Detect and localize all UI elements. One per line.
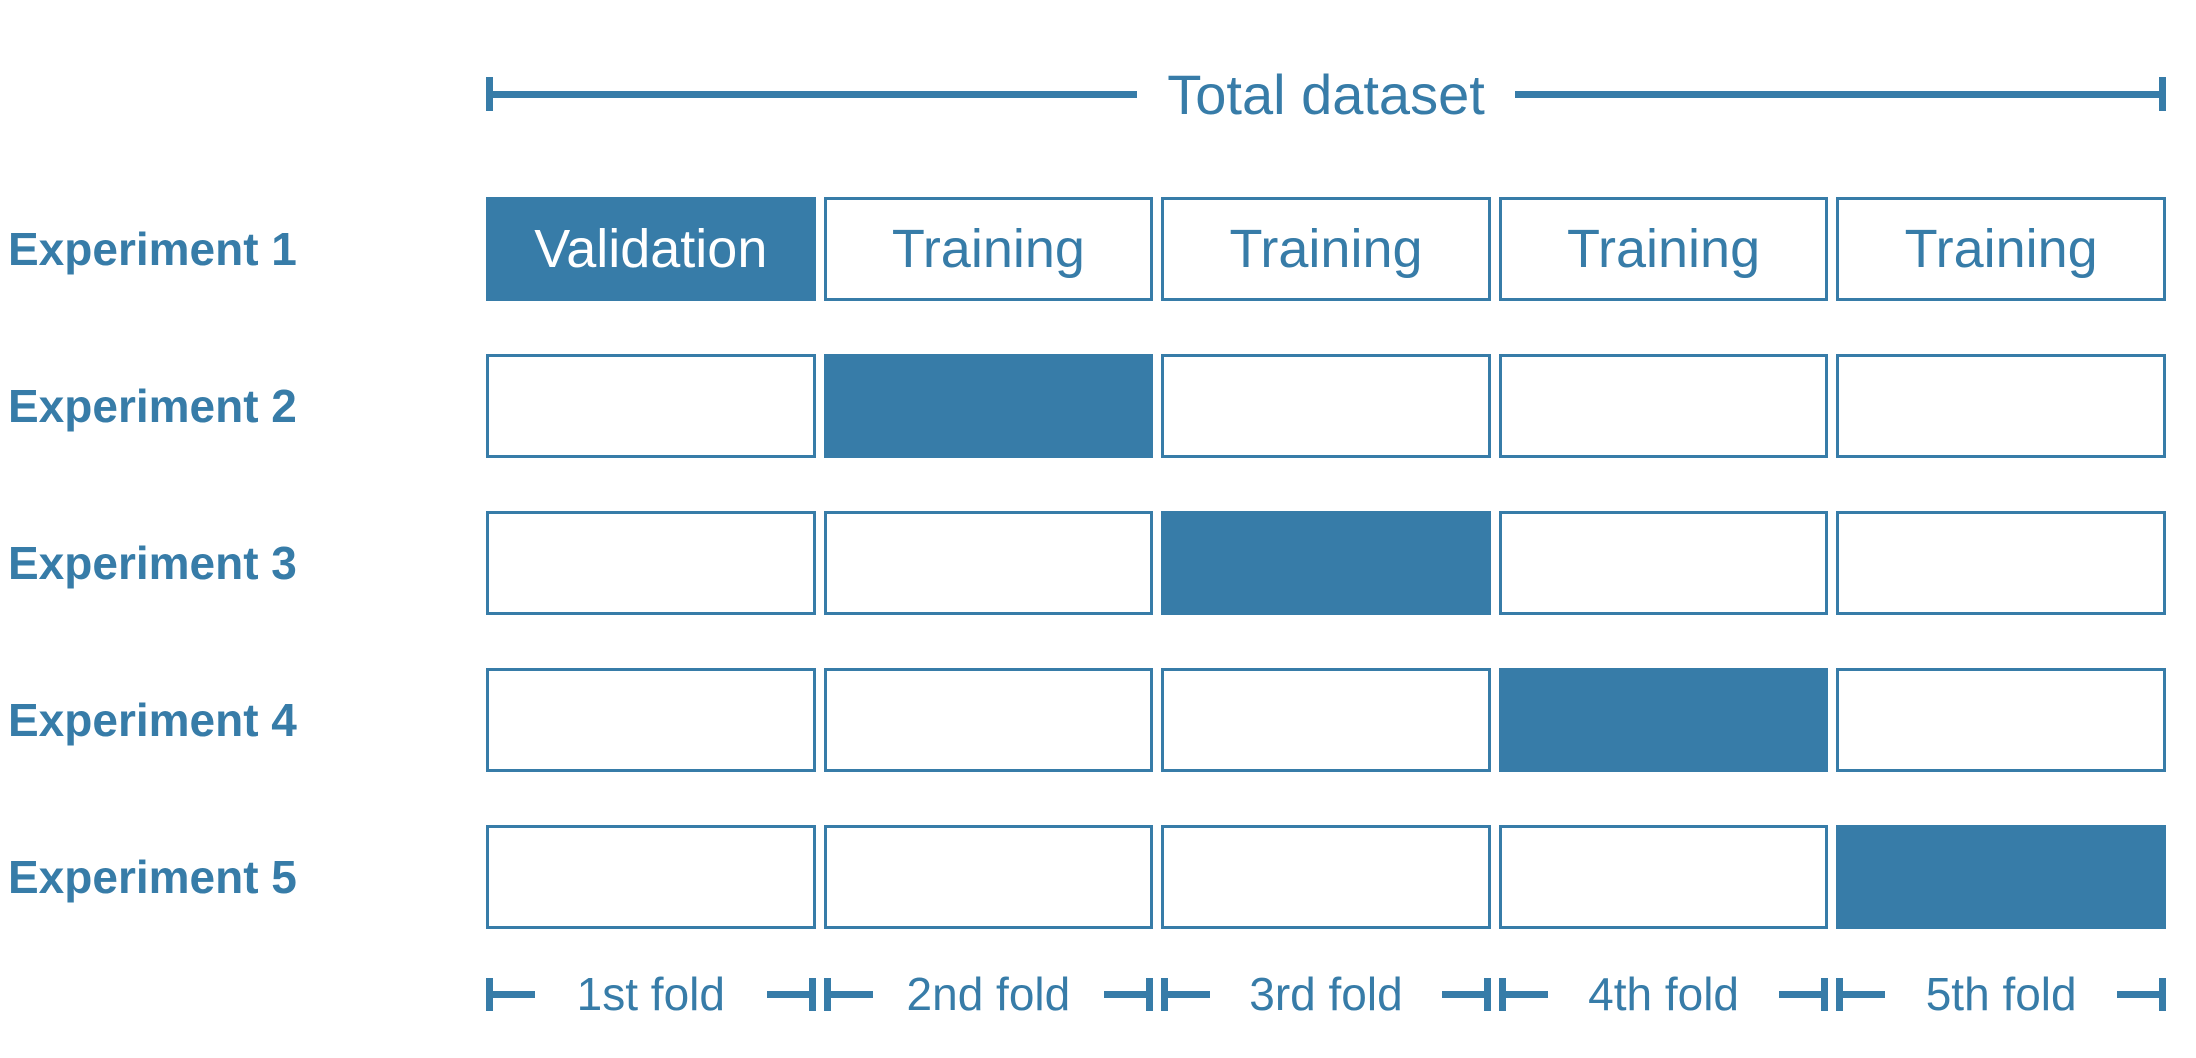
validation-cell	[823, 354, 1154, 458]
fold-label: 1st fold	[576, 968, 725, 1020]
training-cell	[486, 511, 816, 615]
experiment-label: Experiment 5	[8, 851, 297, 903]
fold-bracket-left-icon	[1836, 977, 1886, 1011]
experiment-label: Experiment 1	[8, 223, 297, 275]
fold-bracket-left-icon	[1498, 977, 1548, 1011]
validation-cell	[1498, 668, 1829, 772]
training-cell	[1498, 511, 1829, 615]
fold-cells: Validation Training Training Training Traini…	[486, 197, 2166, 301]
bracket-tick-left-icon	[486, 77, 493, 111]
fold-cells	[486, 825, 2166, 929]
fold-cells	[486, 668, 2166, 772]
training-cell	[1498, 825, 1829, 929]
training-cell: Training	[1836, 197, 2166, 301]
dash	[1505, 990, 1548, 998]
tick	[2158, 977, 2166, 1011]
training-cell: Training	[1161, 197, 1491, 301]
training-cell: Training	[823, 197, 1154, 301]
dash	[1843, 990, 1886, 998]
fold-bracket-right-icon	[2116, 977, 2166, 1011]
experiment-row-4: Experiment 4	[0, 668, 2196, 772]
fold-cells	[486, 354, 2166, 458]
training-cell	[1836, 511, 2166, 615]
dash	[1168, 990, 1211, 998]
training-cell	[486, 354, 816, 458]
training-cell	[1836, 668, 2166, 772]
tick	[823, 977, 831, 1011]
bracket-tick-right-icon	[2159, 77, 2167, 111]
training-cell	[1836, 354, 2166, 458]
training-cell	[1161, 825, 1491, 929]
training-cell	[486, 668, 816, 772]
experiment-label: Experiment 3	[8, 537, 297, 589]
tick	[1146, 977, 1154, 1011]
training-cell	[1498, 354, 1829, 458]
fold-segment-2: 2nd fold	[823, 966, 1154, 1022]
experiment-label: Experiment 4	[8, 694, 297, 746]
dash	[1441, 990, 1484, 998]
tick	[1498, 977, 1506, 1011]
dash	[1104, 990, 1147, 998]
dash	[766, 990, 809, 998]
experiment-row-2: Experiment 2	[0, 354, 2196, 458]
training-cell	[1161, 668, 1491, 772]
tick	[486, 977, 493, 1011]
dash	[830, 990, 873, 998]
experiment-row-3: Experiment 3	[0, 511, 2196, 615]
fold-label: 5th fold	[1925, 968, 2077, 1020]
tick	[1821, 977, 1829, 1011]
fold-label: 3rd fold	[1249, 968, 1403, 1020]
training-cell	[823, 511, 1154, 615]
bracket-line-left	[493, 90, 1138, 98]
dash	[1779, 990, 1822, 998]
bracket-line-right	[1514, 90, 2160, 98]
dash	[2116, 990, 2159, 998]
training-cell	[823, 825, 1154, 929]
tick	[1161, 977, 1169, 1011]
experiment-row-5: Experiment 5	[0, 825, 2196, 929]
fold-segment-5: 5th fold	[1836, 966, 2166, 1022]
fold-bracket-left-icon	[823, 977, 873, 1011]
fold-bracket-right-icon	[1104, 977, 1154, 1011]
fold-brackets-footer: 1st fold 2nd fold 3rd fold 4th fold 5th fold	[486, 966, 2166, 1022]
total-dataset-label: Total dataset	[1167, 62, 1485, 126]
fold-bracket-right-icon	[766, 977, 816, 1011]
fold-bracket-right-icon	[1779, 977, 1829, 1011]
total-dataset-bracket: Total dataset	[486, 60, 2167, 128]
dash	[493, 990, 535, 998]
tick	[1836, 977, 1844, 1011]
tick	[1483, 977, 1491, 1011]
training-cell: Training	[1498, 197, 1829, 301]
fold-bracket-right-icon	[1441, 977, 1491, 1011]
fold-segment-3: 3rd fold	[1161, 966, 1491, 1022]
fold-bracket-left-icon	[486, 977, 535, 1011]
training-cell	[486, 825, 816, 929]
validation-cell: Validation	[486, 197, 816, 301]
fold-segment-1: 1st fold	[486, 966, 816, 1022]
fold-bracket-left-icon	[1161, 977, 1211, 1011]
validation-cell	[1836, 825, 2166, 929]
training-cell	[823, 668, 1154, 772]
fold-label: 2nd fold	[906, 968, 1071, 1020]
experiment-label: Experiment 2	[8, 380, 297, 432]
tick	[808, 977, 816, 1011]
training-cell	[1161, 354, 1491, 458]
fold-segment-4: 4th fold	[1498, 966, 1829, 1022]
experiment-row-1: Experiment 1 Validation Training Training Tr…	[0, 197, 2196, 301]
validation-cell	[1161, 511, 1491, 615]
fold-cells	[486, 511, 2166, 615]
fold-label: 4th fold	[1588, 968, 1740, 1020]
